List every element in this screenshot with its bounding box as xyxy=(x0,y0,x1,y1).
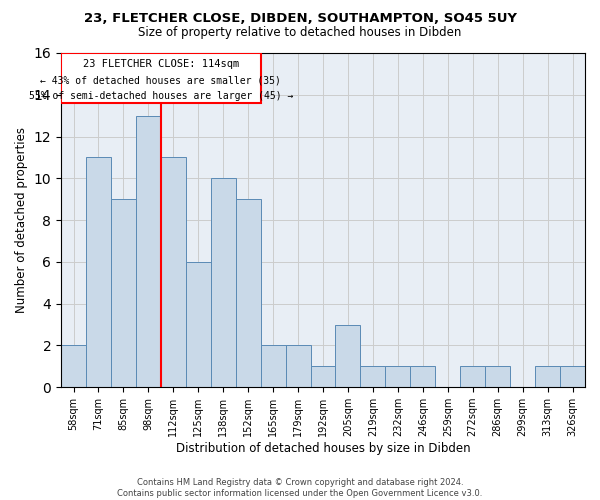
X-axis label: Distribution of detached houses by size in Dibden: Distribution of detached houses by size … xyxy=(176,442,470,455)
Bar xyxy=(485,366,510,387)
Bar xyxy=(111,199,136,387)
Bar xyxy=(236,199,260,387)
Y-axis label: Number of detached properties: Number of detached properties xyxy=(15,127,28,313)
Text: Contains HM Land Registry data © Crown copyright and database right 2024.
Contai: Contains HM Land Registry data © Crown c… xyxy=(118,478,482,498)
Bar xyxy=(560,366,585,387)
Bar xyxy=(460,366,485,387)
Bar xyxy=(361,366,385,387)
Bar xyxy=(136,116,161,387)
Bar xyxy=(211,178,236,387)
Text: 23 FLETCHER CLOSE: 114sqm: 23 FLETCHER CLOSE: 114sqm xyxy=(83,60,239,70)
Bar xyxy=(535,366,560,387)
Bar xyxy=(61,53,260,103)
Bar xyxy=(86,158,111,387)
Bar xyxy=(410,366,435,387)
Text: 55% of semi-detached houses are larger (45) →: 55% of semi-detached houses are larger (… xyxy=(29,91,293,101)
Text: ← 43% of detached houses are smaller (35): ← 43% of detached houses are smaller (35… xyxy=(40,75,281,85)
Bar xyxy=(286,346,311,387)
Bar xyxy=(335,324,361,387)
Bar xyxy=(311,366,335,387)
Bar xyxy=(161,158,186,387)
Text: Size of property relative to detached houses in Dibden: Size of property relative to detached ho… xyxy=(139,26,461,39)
Bar xyxy=(186,262,211,387)
Bar xyxy=(385,366,410,387)
Bar xyxy=(260,346,286,387)
Text: 23, FLETCHER CLOSE, DIBDEN, SOUTHAMPTON, SO45 5UY: 23, FLETCHER CLOSE, DIBDEN, SOUTHAMPTON,… xyxy=(83,12,517,26)
Bar xyxy=(61,346,86,387)
